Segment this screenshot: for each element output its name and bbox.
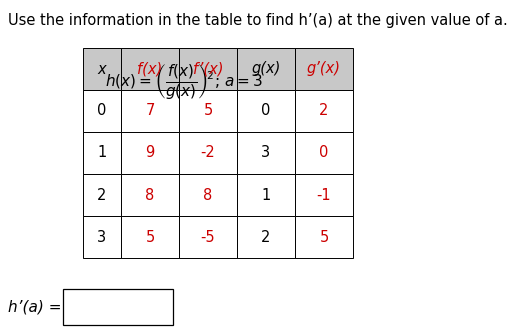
Text: 3: 3 (262, 146, 270, 161)
Text: 3: 3 (97, 229, 107, 244)
Text: $h(x) = \left(\dfrac{f(x)}{g(x)}\right)^{\!2}$$;\, a = 3$: $h(x) = \left(\dfrac{f(x)}{g(x)}\right)^… (105, 63, 263, 102)
Bar (295, 90, 353, 132)
Bar (121, 90, 179, 132)
Text: 1: 1 (262, 187, 270, 202)
Text: 8: 8 (145, 187, 154, 202)
Text: 8: 8 (203, 187, 213, 202)
Text: 1: 1 (97, 146, 107, 161)
Text: -5: -5 (201, 229, 215, 244)
Text: f’(x): f’(x) (193, 62, 223, 77)
Bar (121, 48, 179, 90)
Text: 5: 5 (203, 104, 213, 119)
Text: 5: 5 (319, 229, 329, 244)
Bar (83, 216, 121, 258)
Bar (63, 289, 173, 325)
Bar (237, 174, 295, 216)
Bar (237, 132, 295, 174)
Bar (179, 132, 237, 174)
Text: 7: 7 (145, 104, 154, 119)
Text: 2: 2 (261, 229, 271, 244)
Bar (295, 48, 353, 90)
Text: 0: 0 (319, 146, 329, 161)
Bar (237, 216, 295, 258)
Text: -2: -2 (201, 146, 215, 161)
Text: -1: -1 (317, 187, 331, 202)
Bar (179, 48, 237, 90)
Bar (121, 216, 179, 258)
Bar (121, 132, 179, 174)
Text: g(x): g(x) (251, 62, 281, 77)
Text: g’(x): g’(x) (307, 62, 341, 77)
Bar (121, 174, 179, 216)
Bar (83, 48, 121, 90)
Bar (179, 174, 237, 216)
Text: 2: 2 (319, 104, 329, 119)
Bar (179, 216, 237, 258)
Bar (83, 90, 121, 132)
Text: 5: 5 (145, 229, 154, 244)
Text: h’(a) =: h’(a) = (8, 299, 61, 314)
Text: Use the information in the table to find h’(a) at the given value of a.: Use the information in the table to find… (8, 13, 508, 28)
Text: 0: 0 (261, 104, 271, 119)
Text: 0: 0 (97, 104, 107, 119)
Text: x: x (98, 62, 106, 77)
Bar (237, 48, 295, 90)
Bar (295, 216, 353, 258)
Bar (83, 174, 121, 216)
Text: f(x): f(x) (138, 62, 163, 77)
Bar (295, 132, 353, 174)
Bar (179, 90, 237, 132)
Bar (295, 174, 353, 216)
Bar (83, 132, 121, 174)
Text: 2: 2 (97, 187, 107, 202)
Text: 9: 9 (145, 146, 154, 161)
Bar (237, 90, 295, 132)
